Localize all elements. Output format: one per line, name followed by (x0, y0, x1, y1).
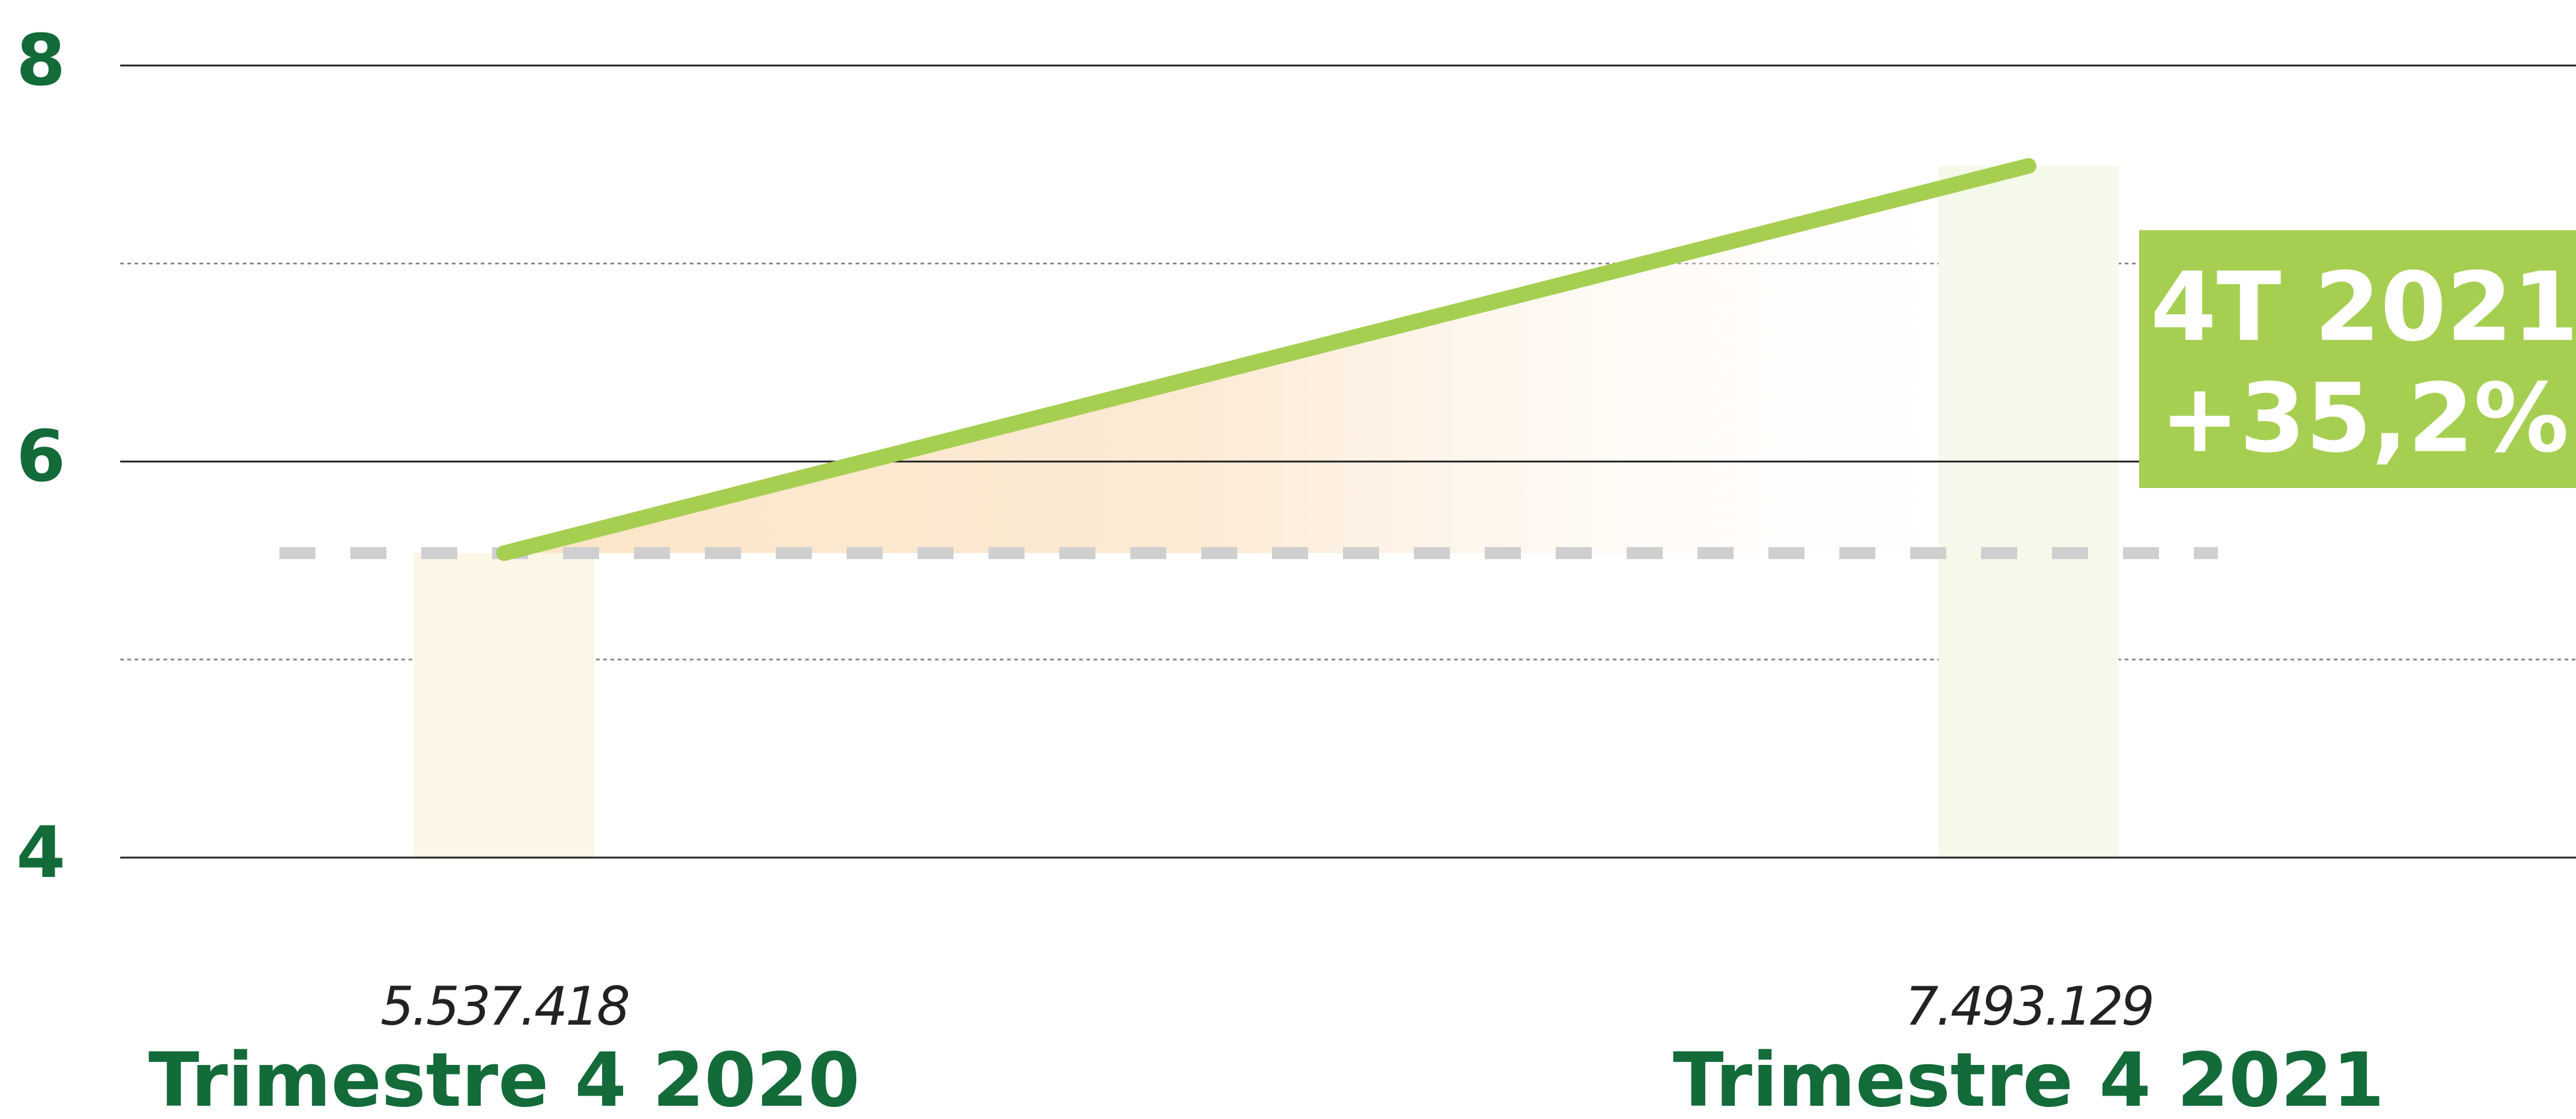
line (496, 158, 2036, 561)
x-tick-label: Trimestre 4 2020 (148, 1037, 860, 1119)
y-tick-label: 8 (16, 19, 65, 102)
annotation-box (2139, 230, 2576, 488)
value-label: 5.537.418 (380, 975, 629, 1037)
y-tick-label: 4 (16, 811, 65, 894)
y-tick-label: 6 (16, 415, 65, 498)
x-tick-label: Trimestre 4 2021 (1673, 1037, 2384, 1119)
annotation-text: 4T 2021 (2151, 252, 2576, 362)
bar (414, 553, 594, 858)
value-label: 7.493.129 (1905, 975, 2152, 1037)
annotation-text: +35,2% (2160, 363, 2569, 474)
